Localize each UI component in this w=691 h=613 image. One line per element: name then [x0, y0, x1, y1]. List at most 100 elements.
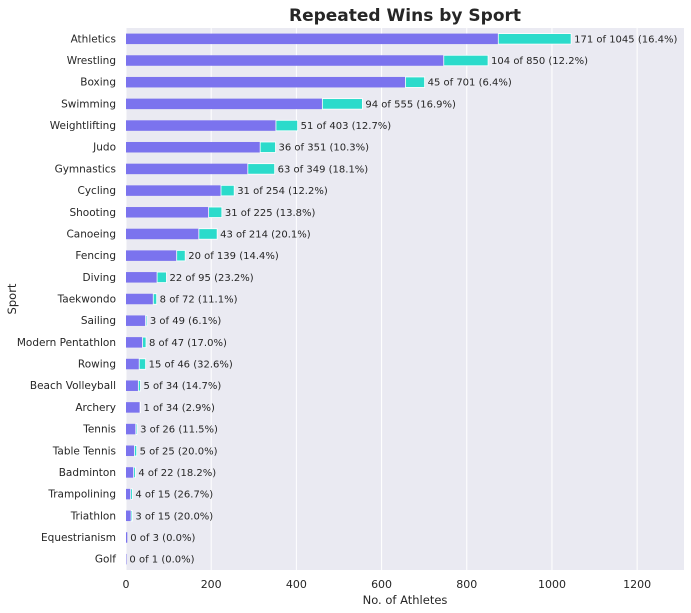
y-tick-label: Equestrianism [41, 532, 116, 544]
bar-data-label: 94 of 555 (16.9%) [365, 99, 456, 110]
y-tick-label: Swimming [61, 98, 116, 110]
bar-data-label: 20 of 139 (14.4%) [188, 251, 279, 262]
bar-data-label: 22 of 95 (23.2%) [169, 273, 253, 284]
y-tick-label: Tennis [82, 424, 116, 436]
y-tick-label: Table Tennis [52, 445, 116, 457]
bar-base [126, 33, 499, 45]
y-tick-label: Modern Pentathlon [17, 337, 116, 349]
bar-repeat [321, 98, 363, 110]
x-axis-label: No. of Athletes [363, 593, 448, 607]
y-tick-label: Beach Volleyball [30, 380, 116, 392]
y-tick-label: Judo [92, 142, 116, 154]
bar-data-label: 104 of 850 (12.2%) [491, 56, 588, 67]
bar-data-label: 0 of 1 (0.0%) [129, 555, 194, 566]
x-tick-label: 400 [286, 578, 307, 591]
y-tick-label: Cycling [78, 185, 116, 197]
bar-base [126, 532, 128, 543]
bar-repeat [145, 315, 148, 327]
grid-lines [125, 28, 638, 570]
data-labels: 171 of 1045 (16.4%) 104 of 850 (12.2%) 45 … [129, 34, 677, 565]
bar-data-label: 8 of 72 (11.1%) [160, 295, 238, 306]
y-tick-label: Athletics [71, 33, 116, 45]
y-tick-label: Canoeing [66, 228, 116, 240]
y-tick-label: Shooting [69, 207, 116, 219]
bar-base [126, 315, 146, 326]
y-tick-label: Sailing [81, 315, 116, 327]
bar-repeat [220, 184, 235, 197]
bar-data-label: 43 of 214 (20.1%) [220, 229, 311, 240]
bar-data-label: 45 of 701 (6.4%) [428, 78, 512, 89]
bar-data-label: 3 of 26 (11.5%) [140, 425, 218, 436]
bar-repeat [130, 488, 133, 500]
x-tick-label: 1000 [538, 578, 566, 591]
y-tick-label: Trampolining [47, 489, 116, 501]
bar-base [126, 76, 406, 88]
bar-base [126, 510, 132, 522]
bar-data-label: 0 of 3 (0.0%) [130, 533, 195, 544]
bar-repeat [497, 33, 572, 45]
bar-data-label: 51 of 403 (12.7%) [301, 121, 392, 132]
x-tick-label: 200 [201, 578, 222, 591]
x-tick-labels: 0 200 400 600 800 1000 1200 [123, 578, 652, 591]
y-tick-label: Gymnastics [55, 163, 116, 175]
x-tick-label: 800 [456, 578, 477, 591]
x-tick-label: 1200 [623, 578, 651, 591]
bar-data-label: 36 of 351 (10.3%) [279, 143, 370, 154]
bar-base [126, 423, 136, 435]
bar-base [126, 402, 141, 413]
bar-repeat [142, 336, 147, 349]
y-tick-label: Golf [95, 554, 116, 566]
bar-repeat [275, 119, 299, 132]
bar-base [126, 163, 248, 175]
x-tick-label: 600 [371, 578, 392, 591]
bar-base [126, 467, 134, 478]
bar-data-label: 5 of 25 (20.0%) [140, 446, 218, 457]
y-tick-labels: Athletics Wrestling Boxing Swimming Weightli… [17, 33, 116, 565]
bar-repeat [137, 380, 141, 392]
bar-base [126, 98, 323, 110]
bar-base [126, 141, 261, 153]
y-tick-label: Wrestling [67, 55, 116, 67]
bar-data-label: 4 of 22 (18.2%) [138, 468, 216, 479]
bar-repeat [152, 293, 158, 305]
bar-base [126, 358, 140, 370]
bar-data-label: 4 of 15 (26.7%) [135, 490, 213, 501]
y-tick-label: Taekwondo [57, 294, 116, 306]
bar-repeat [156, 271, 167, 283]
bar-repeat [405, 76, 425, 88]
bar-repeat [135, 423, 138, 435]
plot-background [126, 28, 684, 570]
bar-base [126, 228, 199, 240]
x-tick-label: 0 [123, 578, 130, 591]
y-tick-label: Rowing [78, 359, 116, 371]
bar-base [126, 293, 154, 305]
bar-repeat [176, 249, 186, 262]
bar-base [126, 250, 177, 261]
y-tick-label: Boxing [80, 77, 116, 89]
bar-repeat [138, 358, 146, 370]
y-tick-label: Weightlifting [50, 120, 116, 132]
bar-base [126, 207, 209, 218]
bar-repeat [208, 206, 223, 218]
y-tick-label: Fencing [75, 250, 116, 262]
bar-data-label: 31 of 254 (12.2%) [237, 186, 328, 197]
bar-repeat [134, 445, 138, 457]
bar-repeat [259, 141, 276, 153]
bar-base [126, 445, 135, 457]
bar-base [126, 488, 131, 500]
bar-data-label: 171 of 1045 (16.4%) [574, 34, 677, 45]
bar-base [126, 185, 221, 196]
bar-data-label: 63 of 349 (18.1%) [278, 164, 369, 175]
bar-base [126, 272, 158, 283]
y-tick-label: Badminton [59, 467, 116, 479]
bar-data-label: 8 of 47 (17.0%) [149, 338, 227, 349]
y-tick-label: Diving [83, 272, 116, 284]
bar-base [126, 120, 276, 131]
bar-data-label: 5 of 34 (14.7%) [143, 381, 221, 392]
bar-repeat [443, 54, 489, 67]
bar-base [126, 55, 444, 66]
bar-base [126, 380, 139, 391]
chart-title: Repeated Wins by Sport [289, 6, 521, 26]
bar-repeat [133, 466, 136, 479]
